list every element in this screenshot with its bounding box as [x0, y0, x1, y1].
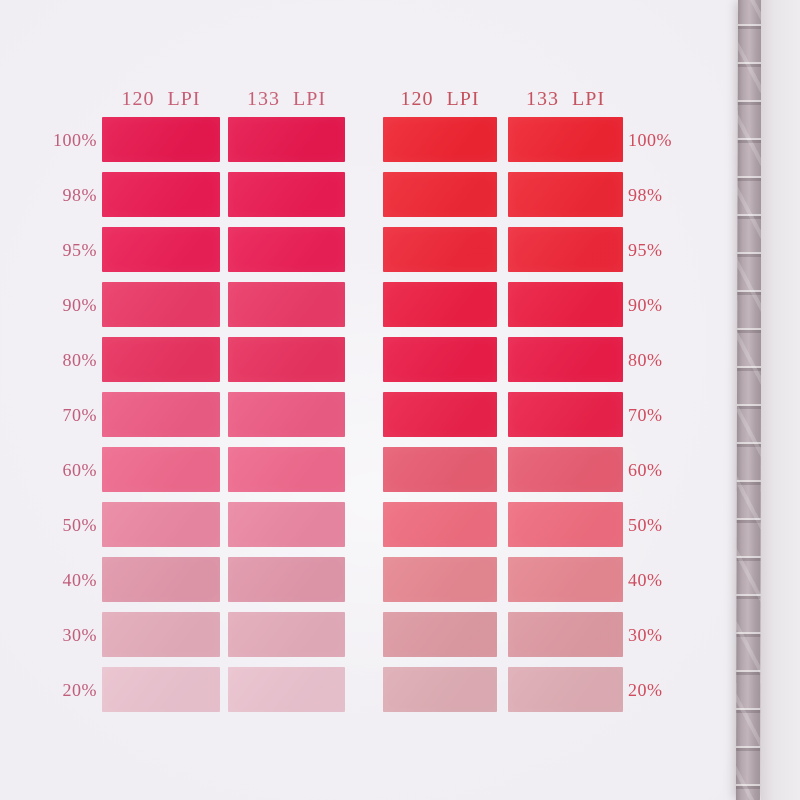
- tint-swatch-left-0-80%: [102, 337, 220, 382]
- tint-swatch-right-1-90%: [508, 282, 623, 327]
- tint-swatch-left-1-100%: [228, 117, 345, 162]
- tint-swatch-left-0-20%: [102, 667, 220, 712]
- percent-label-right: 20%: [628, 680, 663, 700]
- percent-label-left: 100%: [53, 130, 97, 150]
- tint-swatch-left-0-50%: [102, 502, 220, 547]
- tint-swatch-left-0-90%: [102, 282, 220, 327]
- percent-label-left: 90%: [62, 295, 97, 315]
- tint-swatch-left-1-40%: [228, 557, 345, 602]
- column-header-left-0: 120 LPI: [121, 88, 201, 110]
- tint-swatch-right-0-90%: [383, 282, 497, 327]
- tint-swatch-left-0-40%: [102, 557, 220, 602]
- column-header-right-1: 133 LPI: [526, 88, 605, 110]
- tint-swatch-right-0-98%: [383, 172, 497, 217]
- tint-swatch-left-0-30%: [102, 612, 220, 657]
- tint-swatch-right-0-70%: [383, 392, 497, 437]
- percent-label-left: 30%: [62, 625, 97, 645]
- tint-swatch-left-0-100%: [102, 117, 220, 162]
- percent-label-left: 80%: [62, 350, 97, 370]
- tint-swatch-right-0-20%: [383, 667, 497, 712]
- tint-swatch-right-0-95%: [383, 227, 497, 272]
- tint-swatch-right-0-40%: [383, 557, 497, 602]
- percent-label-left: 70%: [62, 405, 97, 425]
- percent-label-right: 30%: [628, 625, 663, 645]
- tint-swatch-left-1-90%: [228, 282, 345, 327]
- page-edge: [761, 0, 800, 800]
- percent-label-right: 50%: [628, 515, 663, 535]
- tint-swatch-right-1-98%: [508, 172, 623, 217]
- tint-swatch-right-1-60%: [508, 447, 623, 492]
- tint-swatch-right-1-100%: [508, 117, 623, 162]
- percent-label-right: 80%: [628, 350, 663, 370]
- tint-swatch-right-1-80%: [508, 337, 623, 382]
- percent-label-right: 40%: [628, 570, 663, 590]
- tint-swatch-left-0-70%: [102, 392, 220, 437]
- tint-swatch-left-1-60%: [228, 447, 345, 492]
- tint-swatch-right-1-30%: [508, 612, 623, 657]
- percent-label-right: 100%: [628, 130, 672, 150]
- percent-label-left: 60%: [62, 460, 97, 480]
- tint-swatch-left-1-30%: [228, 612, 345, 657]
- tint-swatch-right-1-70%: [508, 392, 623, 437]
- tint-swatch-right-1-50%: [508, 502, 623, 547]
- tint-swatch-left-1-50%: [228, 502, 345, 547]
- tint-swatch-left-1-70%: [228, 392, 345, 437]
- tint-swatch-left-0-60%: [102, 447, 220, 492]
- tint-swatch-right-1-20%: [508, 667, 623, 712]
- tint-swatch-left-0-95%: [102, 227, 220, 272]
- percent-label-right: 95%: [628, 240, 663, 260]
- tint-swatch-right-1-40%: [508, 557, 623, 602]
- tint-swatch-left-1-20%: [228, 667, 345, 712]
- tint-swatch-right-0-60%: [383, 447, 497, 492]
- spiral-binding-strip: [735, 0, 763, 800]
- tint-swatch-right-1-95%: [508, 227, 623, 272]
- percent-label-left: 40%: [62, 570, 97, 590]
- percent-label-right: 90%: [628, 295, 663, 315]
- column-header-left-1: 133 LPI: [247, 88, 326, 110]
- percent-label-right: 98%: [628, 185, 663, 205]
- tint-swatch-right-0-100%: [383, 117, 497, 162]
- tint-swatch-left-0-98%: [102, 172, 220, 217]
- percent-label-left: 20%: [62, 680, 97, 700]
- tint-swatch-left-1-98%: [228, 172, 345, 217]
- column-header-right-0: 120 LPI: [400, 88, 480, 110]
- tint-swatch-right-0-80%: [383, 337, 497, 382]
- tint-swatch-left-1-95%: [228, 227, 345, 272]
- percent-label-left: 95%: [62, 240, 97, 260]
- percent-label-right: 70%: [628, 405, 663, 425]
- percent-label-right: 60%: [628, 460, 663, 480]
- percent-label-left: 98%: [62, 185, 97, 205]
- tint-swatch-right-0-30%: [383, 612, 497, 657]
- tint-swatch-left-1-80%: [228, 337, 345, 382]
- percent-label-left: 50%: [62, 515, 97, 535]
- tint-swatch-right-0-50%: [383, 502, 497, 547]
